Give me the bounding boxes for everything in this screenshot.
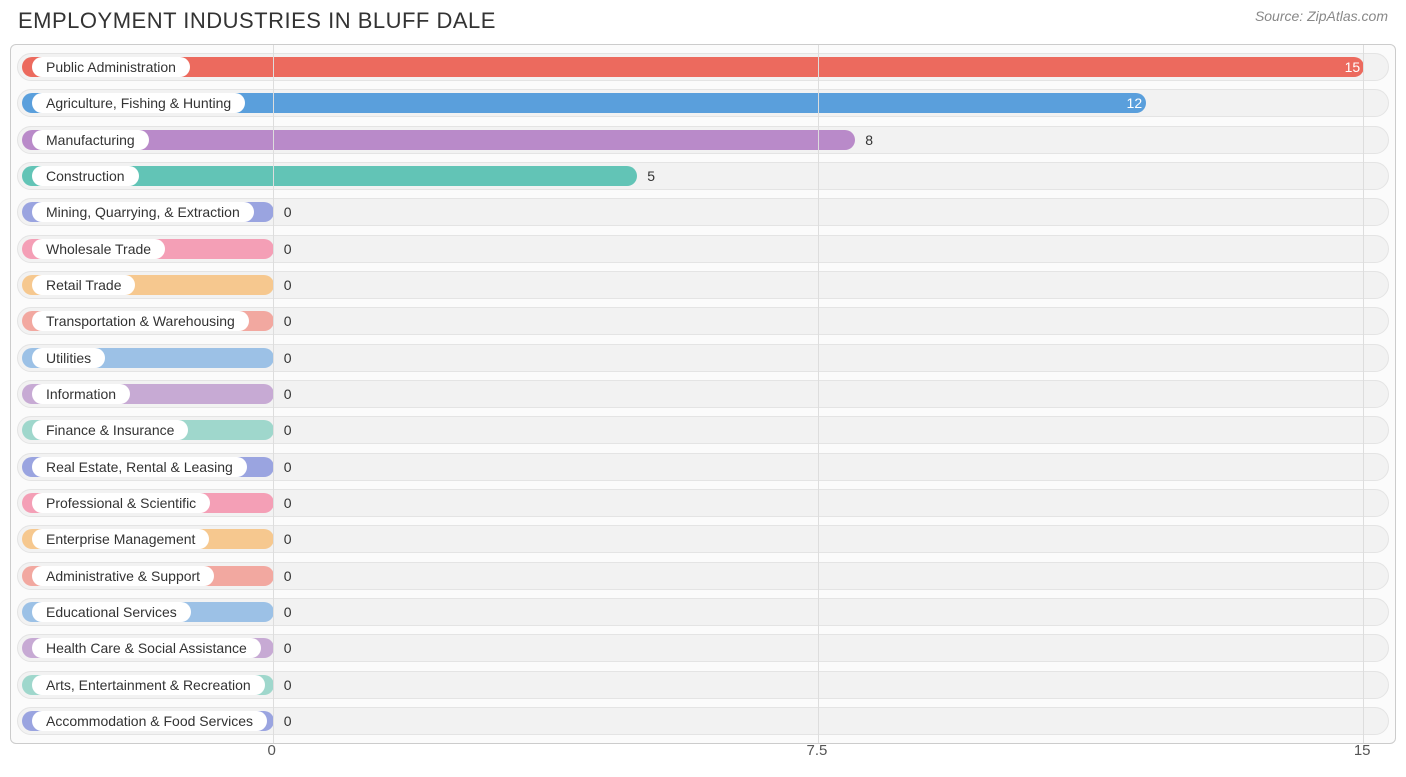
- chart-source: Source: ZipAtlas.com: [1255, 8, 1388, 24]
- bar-label: Accommodation & Food Services: [32, 711, 267, 731]
- bar-label: Public Administration: [32, 57, 190, 77]
- bar-track: Real Estate, Rental & Leasing 0: [17, 453, 1389, 481]
- bar-track: Accommodation & Food Services 0: [17, 707, 1389, 735]
- bar-value: 0: [284, 272, 292, 298]
- bar-label: Wholesale Trade: [32, 239, 165, 259]
- bar-value: 15: [1345, 54, 1361, 80]
- gridline: [1363, 45, 1364, 743]
- bar-value: 0: [284, 454, 292, 480]
- chart-title: EMPLOYMENT INDUSTRIES IN BLUFF DALE: [18, 8, 496, 34]
- bar-label: Retail Trade: [32, 275, 135, 295]
- bar-value: 12: [1127, 90, 1143, 116]
- bar-label: Mining, Quarrying, & Extraction: [32, 202, 254, 222]
- chart-bars-container: Public Administration 15 Agriculture, Fish…: [11, 53, 1395, 735]
- bar-track: Information 0: [17, 380, 1389, 408]
- chart-plot: Public Administration 15 Agriculture, Fish…: [11, 45, 1395, 743]
- bar-track: Public Administration 15: [17, 53, 1389, 81]
- bar-track: Enterprise Management 0: [17, 525, 1389, 553]
- chart-header: EMPLOYMENT INDUSTRIES IN BLUFF DALE Sour…: [0, 0, 1406, 38]
- bar-track: Administrative & Support 0: [17, 562, 1389, 590]
- x-axis-tick-label: 15: [1354, 742, 1371, 759]
- bar-track: Professional & Scientific 0: [17, 489, 1389, 517]
- bar-value: 0: [284, 490, 292, 516]
- bar-track: Health Care & Social Assistance 0: [17, 634, 1389, 662]
- gridline: [818, 45, 819, 743]
- x-axis-tick-label: 0: [268, 742, 276, 759]
- bar-track: Educational Services 0: [17, 598, 1389, 626]
- bar-track: Arts, Entertainment & Recreation 0: [17, 671, 1389, 699]
- bar-value: 0: [284, 199, 292, 225]
- bar-value: 0: [284, 563, 292, 589]
- bar-label: Agriculture, Fishing & Hunting: [32, 93, 245, 113]
- bar-value: 0: [284, 635, 292, 661]
- bar-value: 0: [284, 381, 292, 407]
- bar-track: Wholesale Trade 0: [17, 235, 1389, 263]
- bar-value: 0: [284, 708, 292, 734]
- bar-label: Manufacturing: [32, 130, 149, 150]
- bar-track: Finance & Insurance 0: [17, 416, 1389, 444]
- bar-label: Professional & Scientific: [32, 493, 210, 513]
- x-axis-tick-label: 7.5: [807, 742, 828, 759]
- bar-track: Utilities 0: [17, 344, 1389, 372]
- bar-value: 0: [284, 526, 292, 552]
- bar-label: Real Estate, Rental & Leasing: [32, 457, 247, 477]
- gridline: [273, 45, 274, 743]
- bar-label: Utilities: [32, 348, 105, 368]
- x-axis: 0 7.5 15: [10, 742, 1396, 764]
- bar-label: Enterprise Management: [32, 529, 209, 549]
- bar-track: Agriculture, Fishing & Hunting 12: [17, 89, 1389, 117]
- bar-label: Transportation & Warehousing: [32, 311, 249, 331]
- bar-label: Administrative & Support: [32, 566, 214, 586]
- bar-value: 0: [284, 308, 292, 334]
- bar-value: 8: [865, 127, 873, 153]
- bar-value: 0: [284, 236, 292, 262]
- bar-track: Construction 5: [17, 162, 1389, 190]
- bar-track: Transportation & Warehousing 0: [17, 307, 1389, 335]
- bar-track: Retail Trade 0: [17, 271, 1389, 299]
- bar-label: Construction: [32, 166, 139, 186]
- bar-fill: [22, 57, 1364, 77]
- bar-label: Information: [32, 384, 130, 404]
- bar-value: 0: [284, 417, 292, 443]
- bar-label: Educational Services: [32, 602, 191, 622]
- bar-value: 0: [284, 599, 292, 625]
- bar-track: Manufacturing 8: [17, 126, 1389, 154]
- bar-label: Arts, Entertainment & Recreation: [32, 675, 265, 695]
- bar-label: Finance & Insurance: [32, 420, 188, 440]
- bar-value: 0: [284, 345, 292, 371]
- chart-area: Public Administration 15 Agriculture, Fish…: [10, 44, 1396, 744]
- bar-track: Mining, Quarrying, & Extraction 0: [17, 198, 1389, 226]
- bar-value: 0: [284, 672, 292, 698]
- bar-label: Health Care & Social Assistance: [32, 638, 261, 658]
- bar-value: 5: [647, 163, 655, 189]
